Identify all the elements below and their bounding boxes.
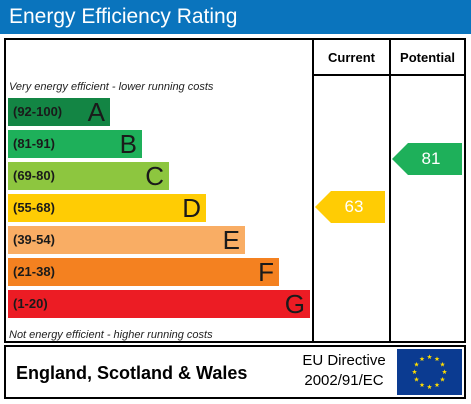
band-a: (92-100) A bbox=[8, 97, 110, 127]
page-title: Energy Efficiency Rating bbox=[9, 5, 238, 28]
eu-star bbox=[434, 382, 440, 388]
potential-rating-arrow: 81 bbox=[392, 143, 462, 175]
eu-flag-stars bbox=[412, 354, 447, 390]
rating-chart: Current Potential Very energy efficient … bbox=[4, 38, 466, 343]
footer: England, Scotland & Wales EU Directive 2… bbox=[4, 345, 466, 399]
eu-star bbox=[414, 376, 419, 382]
eu-star bbox=[419, 382, 425, 388]
column-divider-potential bbox=[389, 40, 391, 341]
band-b-range: (81-91) bbox=[13, 136, 55, 151]
title-bar: Energy Efficiency Rating bbox=[0, 0, 471, 34]
potential-arrow-fill bbox=[392, 143, 462, 175]
eu-star bbox=[440, 361, 445, 367]
eu-star bbox=[440, 376, 445, 382]
potential-arrow-shape bbox=[392, 143, 462, 175]
region-label: England, Scotland & Wales bbox=[16, 363, 248, 383]
band-c: (69-80) C bbox=[8, 161, 169, 191]
eu-directive-line1: EU Directive bbox=[302, 352, 386, 369]
current-rating-value: 63 bbox=[344, 197, 364, 216]
band-b: (81-91) B bbox=[8, 129, 142, 159]
band-b-letter: B bbox=[119, 129, 137, 159]
eu-star bbox=[414, 361, 419, 367]
current-arrow-fill bbox=[315, 191, 385, 223]
eu-directive-line2: 2002/91/EC bbox=[304, 372, 384, 389]
band-d-range: (55-68) bbox=[13, 200, 55, 215]
band-f-range: (21-38) bbox=[13, 264, 55, 279]
band-f: (21-38) F bbox=[8, 257, 279, 287]
potential-column-header: Potential bbox=[400, 50, 455, 65]
band-d: (55-68) D bbox=[8, 193, 206, 223]
eu-star bbox=[442, 369, 447, 375]
eu-star bbox=[427, 354, 432, 360]
band-f-letter: F bbox=[258, 257, 274, 287]
current-rating-arrow: 63 bbox=[315, 191, 385, 223]
band-g-range: (1-20) bbox=[13, 296, 48, 311]
band-g: (1-20) G bbox=[8, 289, 310, 319]
potential-rating-value: 81 bbox=[421, 149, 441, 168]
bottom-note: Not energy efficient - higher running co… bbox=[9, 329, 213, 341]
current-arrow-shape bbox=[315, 191, 385, 223]
eu-flag-icon bbox=[397, 349, 462, 395]
header-separator bbox=[312, 74, 464, 76]
eu-star bbox=[434, 356, 440, 362]
eu-directive: EU Directive 2002/91/EC bbox=[288, 351, 400, 391]
band-a-range: (92-100) bbox=[13, 104, 63, 119]
band-e-letter: E bbox=[222, 225, 240, 255]
eu-star bbox=[419, 356, 425, 362]
band-c-range: (69-80) bbox=[13, 168, 55, 183]
band-g-letter: G bbox=[284, 289, 305, 319]
column-divider-current bbox=[312, 40, 314, 341]
band-a-letter: A bbox=[87, 97, 105, 127]
band-c-letter: C bbox=[145, 161, 164, 191]
band-d-letter: D bbox=[182, 193, 201, 223]
eu-star bbox=[412, 369, 417, 375]
top-note: Very energy efficient - lower running co… bbox=[9, 81, 214, 93]
band-e-range: (39-54) bbox=[13, 232, 55, 247]
current-column-header: Current bbox=[328, 50, 375, 65]
band-e: (39-54) E bbox=[8, 225, 245, 255]
eu-star bbox=[427, 384, 432, 390]
